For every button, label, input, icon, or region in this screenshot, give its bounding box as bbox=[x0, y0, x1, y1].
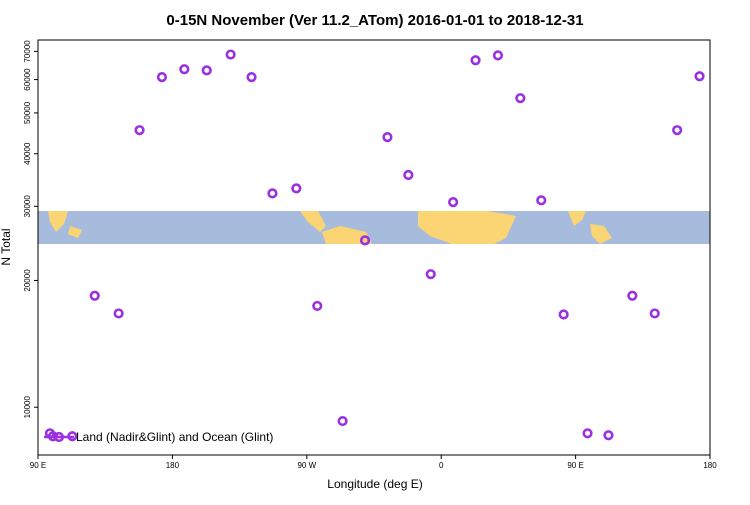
x-tick-label: 90 E bbox=[567, 461, 583, 470]
plot-frame bbox=[37, 39, 711, 456]
point bbox=[382, 132, 393, 143]
point bbox=[492, 50, 504, 61]
point bbox=[225, 49, 236, 60]
point bbox=[558, 309, 569, 320]
point bbox=[515, 93, 526, 104]
land bbox=[300, 211, 326, 232]
x-axis-label: Longitude (deg E) bbox=[327, 477, 422, 491]
point bbox=[536, 195, 547, 206]
y-tick-label: 20000 bbox=[23, 269, 32, 292]
point bbox=[156, 72, 168, 83]
point bbox=[448, 197, 459, 208]
y-tick-label: 70000 bbox=[23, 40, 32, 63]
y-tick-label: 30000 bbox=[23, 195, 32, 218]
land bbox=[322, 226, 372, 244]
point bbox=[649, 308, 660, 319]
point bbox=[89, 290, 100, 301]
point bbox=[246, 72, 257, 83]
x-tick-label: 180 bbox=[703, 461, 717, 470]
point bbox=[694, 71, 705, 82]
point bbox=[603, 430, 614, 441]
point bbox=[672, 125, 683, 136]
point bbox=[179, 64, 190, 75]
point bbox=[627, 290, 638, 301]
x-tick-label: 90 E bbox=[30, 461, 46, 470]
point bbox=[337, 415, 348, 427]
y-tick-label: 40000 bbox=[23, 142, 32, 165]
legend-label: Land (Nadir&Glint) and Ocean (Glint) bbox=[76, 430, 273, 444]
land bbox=[568, 211, 586, 226]
y-axis-label: N Total bbox=[0, 228, 13, 265]
point bbox=[201, 65, 212, 76]
point bbox=[582, 428, 593, 439]
point bbox=[134, 125, 145, 136]
y-tick-label: 50000 bbox=[23, 101, 32, 124]
point bbox=[113, 308, 124, 319]
y-tick-label: 60000 bbox=[23, 68, 32, 91]
land bbox=[48, 211, 68, 232]
legend-marker bbox=[53, 431, 65, 443]
point bbox=[291, 183, 302, 194]
map-strip bbox=[38, 211, 710, 244]
chart-title: 0-15N November (Ver 11.2_ATom) 2016-01-0… bbox=[166, 12, 583, 29]
point bbox=[403, 169, 414, 181]
point bbox=[359, 235, 371, 246]
land bbox=[418, 211, 516, 244]
x-tick-label: 90 W bbox=[297, 461, 316, 470]
y-tick-label: 10000 bbox=[23, 396, 32, 419]
x-tick-label: 180 bbox=[166, 461, 180, 470]
point bbox=[312, 300, 323, 312]
land bbox=[68, 226, 82, 238]
point bbox=[267, 188, 278, 199]
point bbox=[425, 269, 436, 280]
point bbox=[470, 55, 481, 66]
x-tick-label: 0 bbox=[439, 461, 444, 470]
land bbox=[590, 224, 612, 244]
